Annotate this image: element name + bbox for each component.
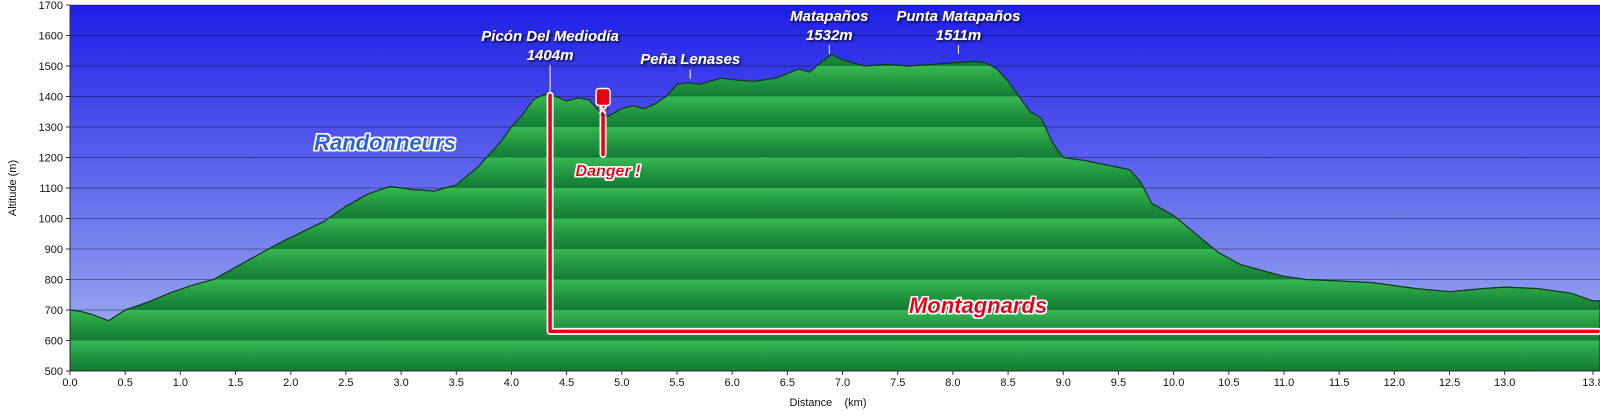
x-tick-label: 12.0 [1384,377,1405,389]
montagnards-label: Montagnards [909,293,1047,318]
peak-name: Picón Del Mediodía [481,28,619,45]
x-tick-label: 4.5 [559,377,574,389]
x-tick-label: 10.5 [1218,377,1239,389]
randonneurs-label: Randonneurs [314,130,456,155]
y-tick-label: 1600 [39,31,63,43]
danger-marker [595,87,611,158]
terrain-band [70,279,1600,310]
x-tick-label: 0.5 [118,377,133,389]
y-tick-label: 1500 [39,61,63,73]
route-line [548,93,1600,334]
x-tick-label: 6.5 [780,377,795,389]
x-tick-label: 7.0 [835,377,850,389]
x-tick-label: 11.0 [1274,377,1295,389]
x-tick-label: 11.5 [1329,377,1350,389]
y-axis-ticks: 500 600 700 800 900 1000 1100 1200 1300 1400 1500 1… [39,0,70,378]
peak-altitude: 1532m [806,27,853,44]
danger-cross-box [595,87,611,107]
y-tick-label: 1200 [39,153,63,165]
x-tick-label: 10.0 [1163,377,1184,389]
terrain-band [70,340,1600,371]
y-tick-label: 1000 [39,214,63,226]
x-tick-label: 8.0 [945,377,960,389]
x-tick-label: 5.5 [669,377,684,389]
x-tick-label: 13.0 [1494,377,1515,389]
montagnards-route [546,91,1600,335]
y-tick-label: 700 [45,305,63,317]
x-tick-label: 4.0 [504,377,519,389]
x-tick-label: 7.5 [890,377,905,389]
x-tick-label: 3.0 [393,377,408,389]
x-tick-label: 1.0 [173,377,188,389]
peak-altitude: 1404m [527,47,574,64]
x-tick-label: 6.0 [725,377,740,389]
x-axis-ticks: 0.0 0.5 1.0 1.5 2.0 2.5 3.0 3.5 4.0 4.5 5.0 5.5 6.0 6… [62,371,1600,389]
peak-name: Punta Matapaños [896,8,1020,25]
peak-name: Peña Lenases [640,51,740,68]
x-tick-label: 12.5 [1439,377,1460,389]
y-tick-label: 600 [45,336,63,348]
x-tick-label: 13.8 [1582,377,1600,389]
peak-altitude: 1511m [936,27,982,44]
y-tick-label: 1400 [39,92,63,104]
danger-label: Danger ! [576,163,642,180]
x-tick-label: 3.5 [449,377,464,389]
x-tick-label: 0.0 [62,377,77,389]
y-tick-label: 1700 [39,0,63,12]
x-tick-label: 8.5 [1000,377,1015,389]
terrain-outline [70,53,1600,371]
y-axis-title: Altitude (m) [7,160,19,216]
terrain-band [70,310,1600,341]
y-tick-label: 500 [45,366,63,378]
x-tick-label: 9.5 [1111,377,1126,389]
x-tick-label: 1.5 [228,377,243,389]
peak-name: Matapaños [790,8,868,25]
danger-cross: x [598,101,608,118]
x-tick-label: 5.0 [614,377,629,389]
x-tick-label: 9.0 [1056,377,1071,389]
y-tick-label: 1300 [39,122,63,134]
x-tick-label: 2.5 [338,377,353,389]
peak-labels: Picón Del Mediodía 1404m Peña Lenases Matap… [481,8,1021,94]
y-tick-label: 1100 [39,183,63,195]
x-axis-title: Distance (km) [789,397,866,409]
y-tick-label: 800 [45,275,63,287]
y-tick-label: 900 [45,244,63,256]
terrain-band [70,54,1600,66]
x-tick-label: 2.0 [283,377,298,389]
